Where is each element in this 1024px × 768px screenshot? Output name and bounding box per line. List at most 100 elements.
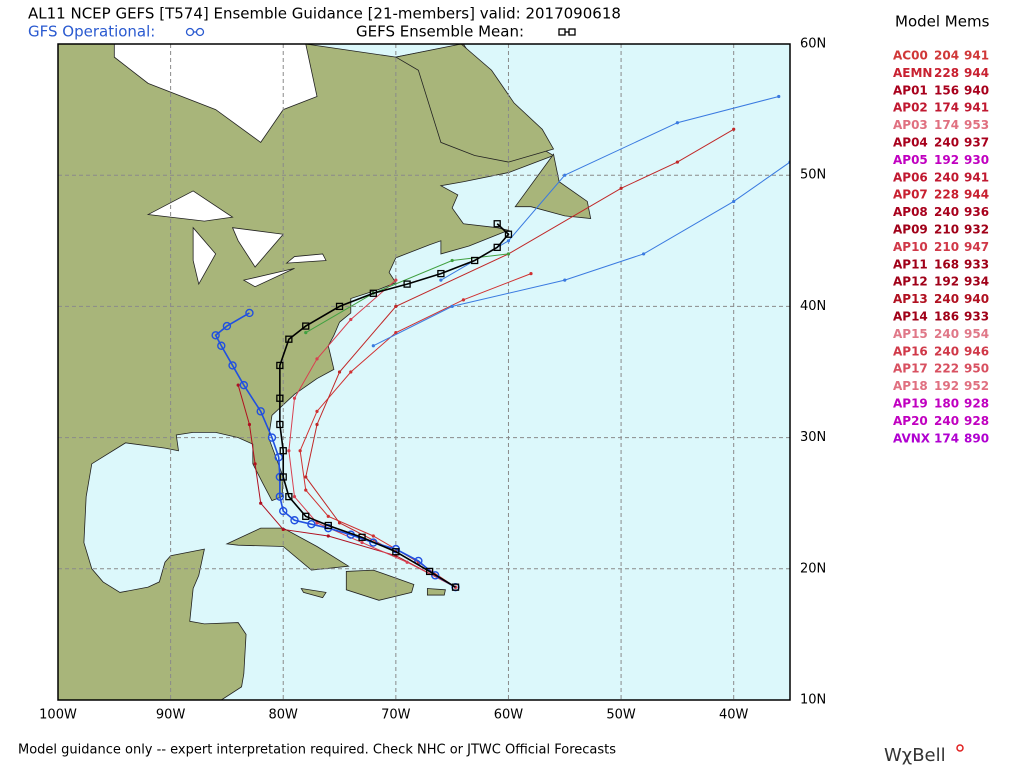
member-pressure: 890	[964, 431, 989, 445]
map	[58, 44, 790, 700]
members-title: Model Mems	[895, 13, 990, 31]
disclaimer: Model guidance only -- expert interpreta…	[18, 743, 616, 758]
member-name: AP14	[893, 310, 928, 324]
track-point	[315, 357, 319, 361]
land	[300, 587, 327, 599]
track-point	[290, 516, 299, 525]
track-point	[732, 199, 736, 204]
member-hour: 240	[934, 136, 959, 150]
lat-label: 60N	[800, 37, 826, 52]
member-pressure: 928	[964, 397, 989, 411]
track-point	[493, 243, 501, 252]
track-point	[298, 449, 302, 453]
mean-icon	[558, 28, 576, 36]
track-point	[371, 534, 375, 538]
member-hour: 240	[934, 205, 959, 219]
member-hour: 192	[934, 379, 959, 393]
track-point	[326, 514, 330, 518]
track	[214, 312, 456, 588]
track-point	[304, 331, 308, 335]
member-pressure: 932	[964, 223, 989, 237]
track-point	[450, 304, 454, 308]
track-point	[239, 380, 249, 390]
track-point	[228, 361, 237, 370]
member-pressure: 947	[964, 240, 989, 254]
track-point	[276, 361, 284, 370]
track-point	[281, 527, 285, 532]
member-pressure: 946	[964, 344, 989, 358]
lon-label: 50W	[606, 708, 636, 723]
track-point	[563, 173, 567, 177]
member-hour: 174	[934, 101, 959, 115]
track	[373, 161, 790, 347]
member-name: AP04	[893, 136, 928, 150]
member-hour: 186	[934, 310, 959, 324]
track-point	[276, 420, 284, 429]
member-hour: 210	[934, 223, 959, 237]
track-point	[369, 538, 378, 547]
track-point	[529, 272, 533, 276]
track-point	[392, 548, 400, 556]
track-point	[222, 321, 232, 331]
member-hour: 240	[934, 327, 959, 341]
track-point	[275, 492, 285, 501]
track-point	[259, 501, 263, 505]
member-hour: 228	[934, 188, 959, 202]
track-point	[405, 560, 409, 564]
member-pressure: 936	[964, 205, 989, 219]
track-point	[279, 506, 288, 516]
track-point	[236, 383, 240, 387]
member-pressure: 944	[964, 188, 989, 202]
member-name: AP13	[893, 292, 928, 306]
track-point	[732, 127, 736, 131]
member-pressure: 944	[964, 66, 989, 80]
member-hour: 222	[934, 362, 959, 376]
track-point	[493, 220, 501, 228]
gfs-label: GFS Operational:	[28, 23, 155, 41]
member-name: AP07	[893, 188, 928, 202]
member-name: AP06	[893, 170, 928, 184]
track-point	[292, 396, 297, 400]
track-point	[245, 308, 254, 318]
track-point	[450, 258, 454, 263]
title: AL11 NCEP GEFS [T574] Ensemble Guidance …	[28, 5, 621, 23]
member-pressure: 940	[964, 292, 989, 306]
track-point	[276, 394, 284, 402]
member-name: AP19	[893, 397, 928, 411]
track-point	[247, 422, 252, 427]
logo-dot	[956, 744, 964, 752]
member-hour: 192	[934, 275, 959, 289]
lat-label: 50N	[800, 168, 826, 183]
track-point	[315, 409, 319, 413]
member-pressure: 954	[964, 327, 989, 341]
member-pressure: 940	[964, 83, 989, 97]
member-hour: 240	[934, 414, 959, 428]
member-hour: 240	[934, 344, 959, 358]
track-point	[267, 433, 277, 442]
member-name: AVNX	[893, 431, 931, 445]
track-point	[675, 160, 679, 164]
map-frame	[57, 43, 791, 701]
land	[225, 527, 350, 571]
track-point	[337, 370, 342, 374]
member-name: AC00	[893, 49, 928, 63]
member-pressure: 933	[964, 310, 989, 324]
track-point	[211, 331, 220, 340]
track-point	[431, 571, 440, 580]
track	[279, 223, 510, 588]
track-point	[285, 335, 293, 343]
member-hour: 174	[934, 118, 959, 132]
member-name: AP11	[893, 257, 928, 271]
track-point	[451, 583, 460, 591]
track-point	[371, 344, 375, 348]
track-point	[425, 567, 434, 576]
track-point	[304, 488, 308, 492]
member-pressure: 928	[964, 414, 989, 428]
member-name: AP16	[893, 344, 928, 358]
water	[146, 190, 234, 222]
track-point	[302, 512, 310, 520]
land	[426, 588, 446, 596]
mean-label: GEFS Ensemble Mean:	[356, 23, 524, 41]
logo: WχBell	[884, 745, 946, 766]
